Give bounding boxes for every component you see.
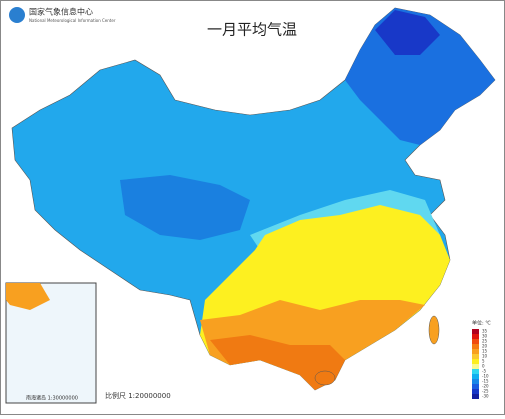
legend-label: -20 [482, 384, 489, 389]
legend-label: 30 [482, 334, 488, 339]
taiwan [428, 315, 440, 345]
map [11, 7, 496, 391]
legend-swatch [472, 369, 479, 374]
legend-label: -30 [482, 394, 489, 399]
legend-swatch [472, 389, 479, 394]
hainan [314, 370, 336, 386]
inset: 南海诸岛 1:30000000 [5, 282, 97, 404]
region-hottest [210, 335, 345, 390]
logo-en: National Meteorological Information Cent… [29, 18, 116, 23]
legend-swatch [472, 374, 479, 379]
legend-label: 15 [482, 349, 488, 354]
legend-label: -15 [482, 379, 489, 384]
logo-icon [9, 7, 25, 23]
legend-label: 10 [482, 354, 488, 359]
map-title: 一月平均气温 [207, 21, 297, 39]
legend-label: -25 [482, 389, 489, 394]
legend-swatch [472, 354, 479, 359]
inset-land [6, 283, 50, 310]
legend-swatch [472, 334, 479, 339]
inset-label: 南海诸岛 1:30000000 [26, 395, 78, 402]
region-plateau [120, 175, 250, 240]
legend-label: 5 [482, 359, 485, 364]
region-coldest [375, 10, 440, 55]
legend-label: 35 [482, 329, 488, 334]
legend-swatch [472, 384, 479, 389]
legend-swatch [472, 394, 479, 399]
legend-swatch [472, 379, 479, 384]
logo-cn: 国家气象信息中心 [29, 7, 93, 17]
legend-swatch [472, 364, 479, 369]
legend-label: -5 [482, 369, 486, 374]
legend-unit: 单位: ℃ [472, 320, 491, 327]
legend-label: 0 [482, 364, 485, 369]
legend-swatch [472, 329, 479, 334]
legend-swatch [472, 344, 479, 349]
legend-label: 20 [482, 344, 488, 349]
legend-swatch [472, 349, 479, 354]
legend-label: 25 [482, 339, 488, 344]
legend-swatch [472, 339, 479, 344]
legend-label: -10 [482, 374, 489, 379]
scale-label: 比例尺 1:20000000 [105, 391, 171, 400]
region-very-cold [345, 8, 495, 145]
legend-swatch [472, 359, 479, 364]
